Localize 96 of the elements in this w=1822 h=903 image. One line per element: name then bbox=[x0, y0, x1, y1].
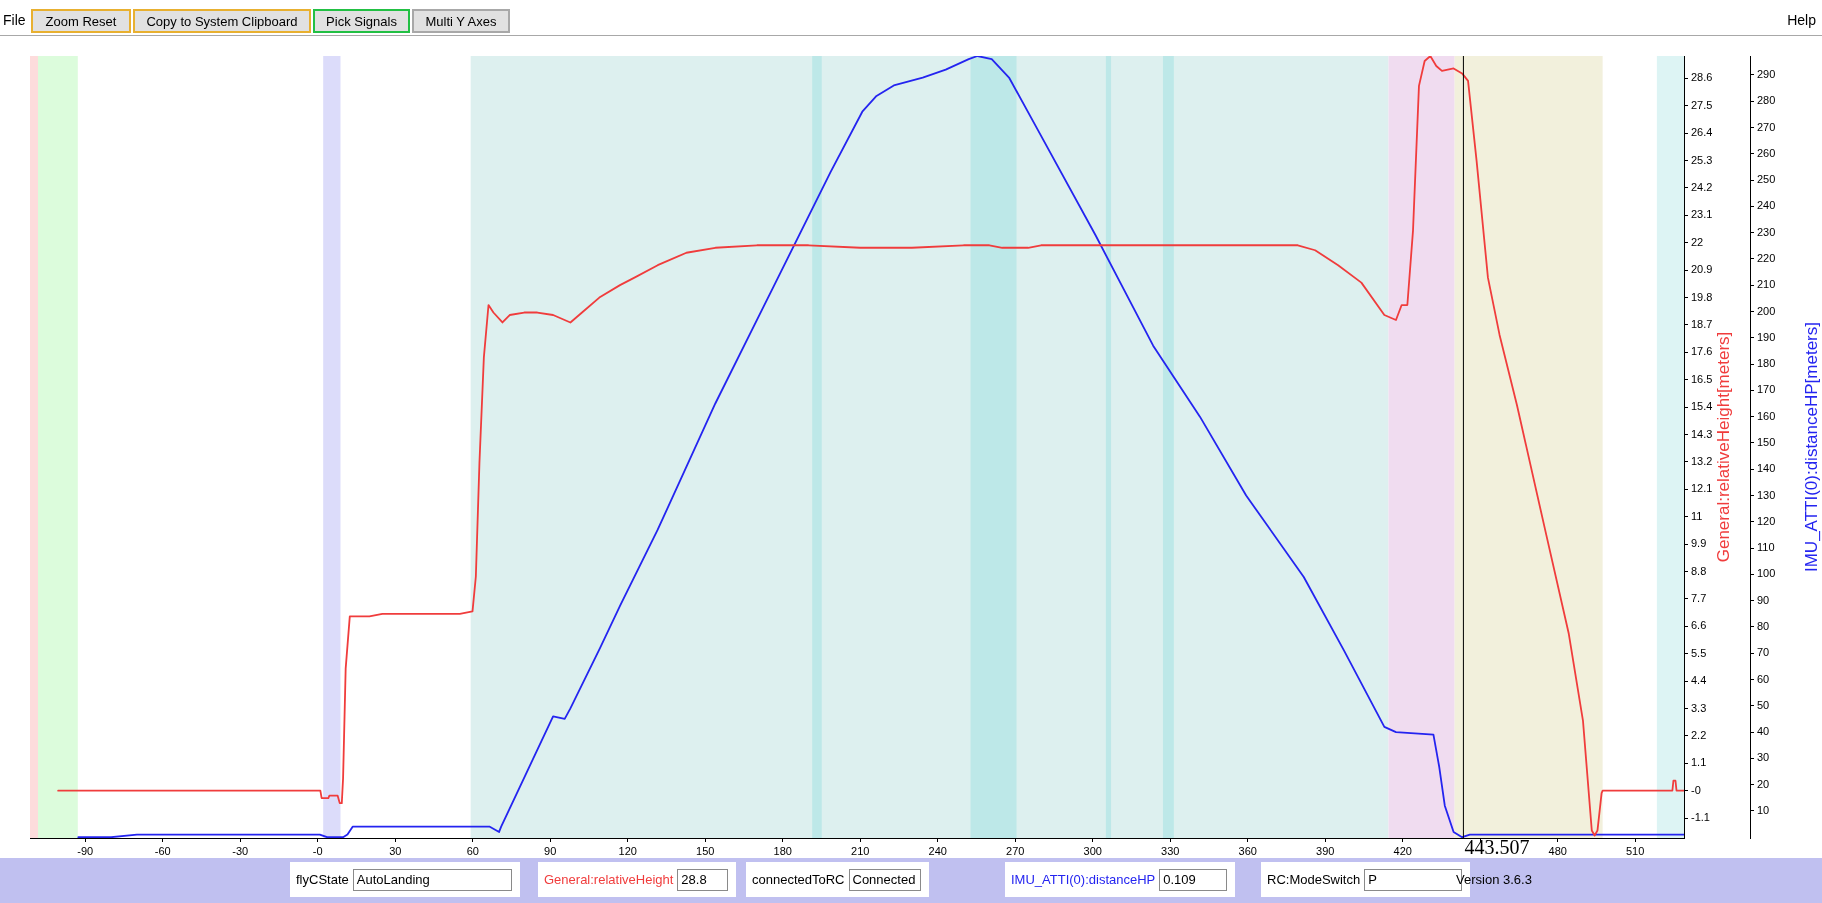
y2-tick-label: 140 bbox=[1757, 462, 1776, 475]
x-tick-label: 420 bbox=[1393, 844, 1412, 857]
button: Copy to System Clipboard bbox=[133, 9, 311, 33]
y2-tick-label: 90 bbox=[1757, 593, 1770, 606]
button: Multi Y Axes bbox=[412, 9, 510, 33]
ref-line-label: 443.507 bbox=[1464, 836, 1530, 859]
y-tick-label: -1.1 bbox=[1691, 811, 1710, 824]
y-tick-label: 18.7 bbox=[1691, 318, 1713, 330]
y2-tick-label: 50 bbox=[1757, 698, 1770, 711]
y-tick-label: 17.6 bbox=[1691, 345, 1713, 358]
y-tick-label: 2.2 bbox=[1691, 728, 1707, 741]
y-tick-label: 11 bbox=[1691, 509, 1703, 522]
y-tick-label: 16.5 bbox=[1691, 372, 1713, 385]
y-tick-label: -0 bbox=[1691, 783, 1701, 796]
y2-tick-label: 230 bbox=[1757, 225, 1776, 238]
y2-tick-label: 80 bbox=[1757, 619, 1770, 632]
y2-tick-label: 270 bbox=[1757, 120, 1776, 133]
y2-tick-label: 290 bbox=[1757, 67, 1776, 80]
x-tick-label: 90 bbox=[544, 844, 557, 857]
y-tick-label: 7.7 bbox=[1691, 591, 1707, 604]
x-tick-label: 510 bbox=[1626, 844, 1645, 857]
text-field: 28.8 bbox=[677, 868, 729, 891]
y2-tick-label: 220 bbox=[1757, 251, 1776, 264]
y-tick-label: 27.5 bbox=[1691, 98, 1713, 111]
text: connectedToRC bbox=[752, 872, 845, 887]
text: General:relativeHeight bbox=[544, 872, 674, 887]
x-tick-label: 360 bbox=[1238, 844, 1257, 857]
x-tick-label: -90 bbox=[77, 844, 94, 857]
text: flyCState bbox=[296, 872, 349, 887]
x-tick-label: -0 bbox=[312, 844, 323, 857]
y2-tick-label: 180 bbox=[1757, 357, 1776, 370]
y-tick-label: 9.9 bbox=[1691, 537, 1707, 550]
y-tick-label: 6.6 bbox=[1691, 619, 1707, 632]
y2-tick-label: 20 bbox=[1757, 777, 1770, 790]
y-tick-label: 12.1 bbox=[1691, 482, 1713, 495]
y2-tick-label: 240 bbox=[1757, 199, 1776, 212]
y-tick-label: 20.9 bbox=[1691, 263, 1713, 276]
y-tick-label: 5.5 bbox=[1691, 646, 1707, 659]
y-tick-label: 28.6 bbox=[1691, 71, 1713, 84]
x-tick-label: 60 bbox=[466, 844, 479, 857]
x-tick-label: 180 bbox=[773, 844, 792, 857]
x-tick-label: 330 bbox=[1161, 844, 1180, 857]
y-tick-label: 13.2 bbox=[1691, 454, 1713, 467]
y2-tick-label: 40 bbox=[1757, 725, 1770, 738]
x-tick-label: 120 bbox=[618, 844, 637, 857]
y-axis-title: General:relativeHeight[meters] bbox=[1713, 331, 1733, 563]
y2-tick-label: 170 bbox=[1757, 383, 1776, 396]
y-tick-label: 23.1 bbox=[1691, 208, 1713, 221]
y-tick-label: 25.3 bbox=[1691, 153, 1713, 166]
y2-tick-label: 150 bbox=[1757, 435, 1776, 448]
x-tick-label: 300 bbox=[1083, 844, 1102, 857]
button: Pick Signals bbox=[313, 9, 410, 33]
y2-tick-label: 200 bbox=[1757, 304, 1776, 317]
y-tick-label: 15.4 bbox=[1691, 400, 1713, 413]
y2-tick-label: 250 bbox=[1757, 173, 1776, 186]
text: RC:ModeSwitch bbox=[1267, 872, 1361, 887]
y-tick-label: 3.3 bbox=[1691, 701, 1707, 714]
x-tick-label: 150 bbox=[696, 844, 715, 857]
x-tick-label: 30 bbox=[389, 844, 402, 857]
y-tick-label: 26.4 bbox=[1691, 126, 1713, 139]
y2-tick-label: 70 bbox=[1757, 646, 1770, 659]
y2-tick-label: 120 bbox=[1757, 514, 1776, 527]
button: Zoom Reset bbox=[31, 9, 131, 33]
x-tick-label: 270 bbox=[1006, 844, 1025, 857]
text-field: Connected bbox=[848, 868, 921, 891]
y2-tick-label: 100 bbox=[1757, 567, 1776, 580]
y2-tick-label: 190 bbox=[1757, 330, 1776, 343]
text: Version 3.6.3 bbox=[1456, 872, 1532, 887]
y2-tick-label: 260 bbox=[1757, 146, 1776, 159]
y2-tick-label: 130 bbox=[1757, 488, 1776, 501]
y-tick-label: 4.4 bbox=[1691, 674, 1707, 687]
x-tick-label: 390 bbox=[1316, 844, 1335, 857]
y-tick-label: 14.3 bbox=[1691, 427, 1713, 440]
y-tick-label: 19.8 bbox=[1691, 290, 1713, 303]
text: File bbox=[3, 12, 26, 28]
y-tick-label: 1.1 bbox=[1691, 756, 1707, 769]
y2-tick-label: 60 bbox=[1757, 672, 1770, 685]
y2-tick-label: 110 bbox=[1757, 541, 1775, 554]
y-tick-label: 8.8 bbox=[1691, 564, 1707, 577]
text: IMU_ATTI(0):distanceHP bbox=[1011, 872, 1156, 887]
y2-tick-label: 210 bbox=[1757, 278, 1776, 291]
y2-tick-label: 30 bbox=[1757, 751, 1770, 764]
y2-tick-label: 160 bbox=[1757, 409, 1776, 422]
y-tick-label: 22 bbox=[1691, 235, 1704, 248]
y2-tick-label: 280 bbox=[1757, 94, 1776, 107]
y2-axis-title: IMU_ATTI(0):distanceHP[meters] bbox=[1801, 321, 1821, 573]
x-tick-label: 210 bbox=[851, 844, 870, 857]
x-tick-label: 480 bbox=[1548, 844, 1567, 857]
text-field: 0.109 bbox=[1159, 868, 1228, 891]
x-tick-label: 240 bbox=[928, 844, 947, 857]
x-tick-label: -60 bbox=[154, 844, 171, 857]
y-tick-label: 24.2 bbox=[1691, 181, 1713, 194]
text: Help bbox=[1787, 12, 1816, 28]
x-tick-label: -30 bbox=[232, 844, 249, 857]
text-field: AutoLanding bbox=[352, 868, 512, 891]
y2-tick-label: 10 bbox=[1757, 803, 1770, 816]
